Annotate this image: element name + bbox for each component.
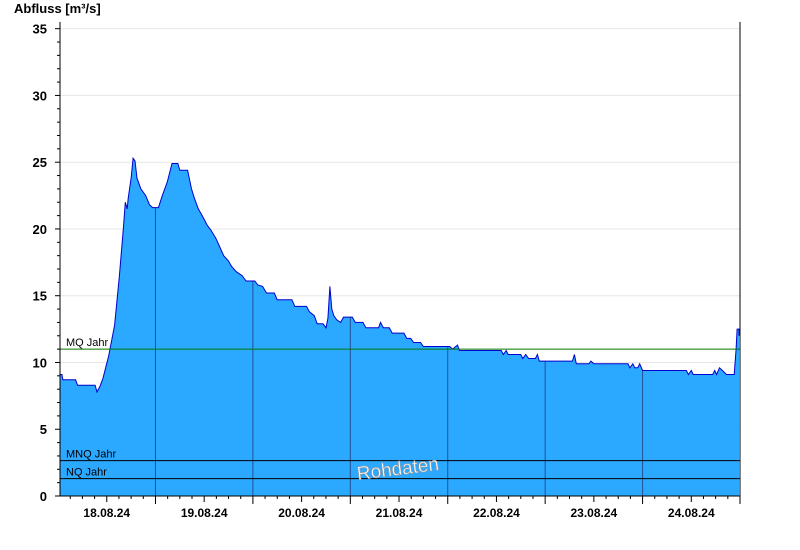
x-tick-label: 21.08.24 (376, 506, 423, 520)
data-area-layer (60, 158, 739, 496)
x-tick-label: 24.08.24 (668, 506, 715, 520)
reference-lines: MQ Jahr MNQ Jahr NQ Jahr (60, 337, 740, 480)
reference-line-label: NQ Jahr (66, 467, 107, 479)
discharge-line (60, 156, 740, 394)
data-line-layer (60, 156, 740, 394)
y-axis-ticks: 0 5 10 15 20 25 30 35 (33, 22, 60, 504)
reference-line-label: MNQ Jahr (66, 449, 116, 461)
x-axis-ticks: 18.08.24 19.08.24 20.08.24 21.08.24 22.08.24… (69, 496, 741, 520)
x-tick-label: 20.08.24 (278, 506, 325, 520)
discharge-area (60, 158, 739, 496)
y-tick-label: 35 (33, 22, 47, 37)
x-tick-label: 18.08.24 (83, 506, 130, 520)
y-tick-label: 0 (40, 489, 47, 504)
axes (59, 22, 741, 497)
y-tick-label: 10 (33, 355, 47, 370)
x-tick-label: 19.08.24 (181, 506, 228, 520)
y-tick-label: 25 (33, 155, 47, 170)
chart-title: Abfluss [m³/s] (14, 1, 101, 16)
y-tick-label: 20 (33, 222, 47, 237)
x-tick-label: 23.08.24 (571, 506, 618, 520)
x-tick-label: 22.08.24 (473, 506, 520, 520)
y-tick-label: 30 (33, 88, 47, 103)
reference-line-label: MQ Jahr (66, 337, 109, 349)
y-tick-label: 5 (40, 422, 47, 437)
y-tick-label: 15 (33, 289, 47, 304)
